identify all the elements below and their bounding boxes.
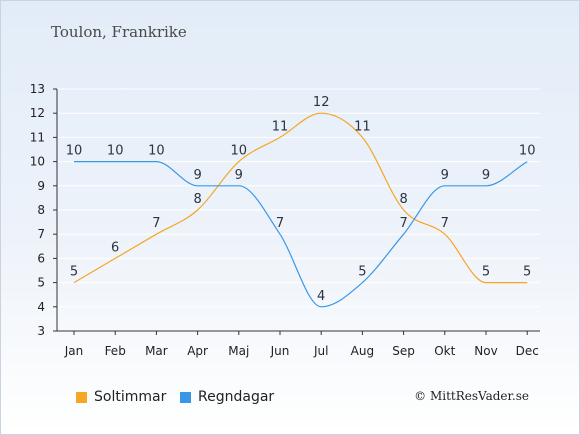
y-tick-label: 10 bbox=[30, 155, 45, 169]
y-tick-label: 7 bbox=[37, 227, 45, 241]
data-label-soltimmar: 7 bbox=[441, 216, 449, 231]
data-labels: 5 6 7 8 10 11 12 11 8 7 5 5 10 10 10 9 9 7 4 5 7 9 9 10 bbox=[66, 95, 536, 304]
axes: 3 4 5 6 7 8 9 10 11 12 13 Jan Feb Mar Apr Maj Jun Jul Aug S… bbox=[30, 82, 540, 358]
series-lines bbox=[73, 112, 528, 308]
x-tick-label-jan: Jan bbox=[64, 344, 84, 358]
legend-item-soltimmar: Soltimmar bbox=[76, 389, 166, 405]
y-tick-label: 13 bbox=[30, 82, 45, 96]
y-tick-label: 9 bbox=[37, 179, 45, 193]
data-label-regndagar: 10 bbox=[519, 144, 536, 159]
legend-item-regndagar: Regndagar bbox=[180, 389, 274, 405]
data-label-soltimmar: 7 bbox=[152, 216, 160, 231]
data-label-soltimmar: 12 bbox=[313, 95, 330, 110]
y-tick-label: 5 bbox=[37, 276, 45, 290]
x-tick-label-nov: Nov bbox=[474, 344, 497, 358]
legend-label-soltimmar: Soltimmar bbox=[94, 389, 167, 405]
data-label-soltimmar: 11 bbox=[272, 119, 289, 134]
data-label-soltimmar: 6 bbox=[111, 240, 119, 255]
data-label-regndagar: 9 bbox=[441, 168, 449, 183]
data-label-soltimmar: 5 bbox=[482, 265, 490, 280]
series-line-regndagar bbox=[74, 160, 528, 308]
data-label-regndagar: 9 bbox=[235, 168, 243, 183]
x-tick-label-aug: Aug bbox=[351, 344, 374, 358]
data-label-regndagar: 10 bbox=[148, 144, 165, 159]
data-label-soltimmar: 8 bbox=[193, 192, 201, 207]
x-tick-label-maj: Maj bbox=[228, 344, 249, 358]
y-tick-label: 6 bbox=[37, 251, 45, 265]
y-tick-label: 11 bbox=[30, 130, 45, 144]
data-label-soltimmar: 8 bbox=[399, 192, 407, 207]
legend-label-regndagar: Regndagar bbox=[198, 389, 275, 405]
legend-swatch-soltimmar bbox=[76, 391, 87, 403]
x-tick-label-jun: Jun bbox=[270, 344, 290, 358]
series-line-soltimmar bbox=[73, 112, 528, 284]
x-tick-label-mar: Mar bbox=[145, 344, 168, 358]
data-label-regndagar: 9 bbox=[193, 168, 201, 183]
data-label-soltimmar: 5 bbox=[70, 265, 78, 280]
data-label-regndagar: 10 bbox=[66, 144, 83, 159]
data-label-soltimmar: 5 bbox=[523, 265, 531, 280]
x-tick-label-dec: Dec bbox=[516, 344, 539, 358]
x-tick-label-okt: Okt bbox=[434, 344, 455, 358]
data-label-regndagar: 7 bbox=[399, 216, 407, 231]
data-label-regndagar: 9 bbox=[482, 168, 490, 183]
x-tick-label-feb: Feb bbox=[105, 344, 126, 358]
y-tick-label: 4 bbox=[37, 300, 45, 314]
x-tick-label-sep: Sep bbox=[392, 344, 415, 358]
credit-text: © MittResVader.se bbox=[414, 389, 529, 403]
data-label-regndagar: 5 bbox=[358, 265, 366, 280]
legend-swatch-regndagar bbox=[180, 391, 191, 403]
data-label-soltimmar: 11 bbox=[354, 119, 371, 134]
x-tick-label-apr: Apr bbox=[187, 344, 208, 358]
data-label-regndagar: 4 bbox=[317, 289, 325, 304]
data-label-soltimmar: 10 bbox=[231, 144, 248, 159]
chart-title: Toulon, Frankrike bbox=[51, 23, 187, 41]
data-label-regndagar: 7 bbox=[276, 216, 284, 231]
data-label-regndagar: 10 bbox=[107, 144, 124, 159]
grid-lines bbox=[57, 88, 540, 332]
y-tick-label: 12 bbox=[30, 106, 45, 120]
x-tick-label-jul: Jul bbox=[313, 344, 328, 358]
y-tick-label: 3 bbox=[37, 324, 45, 338]
y-tick-label: 8 bbox=[37, 203, 45, 217]
